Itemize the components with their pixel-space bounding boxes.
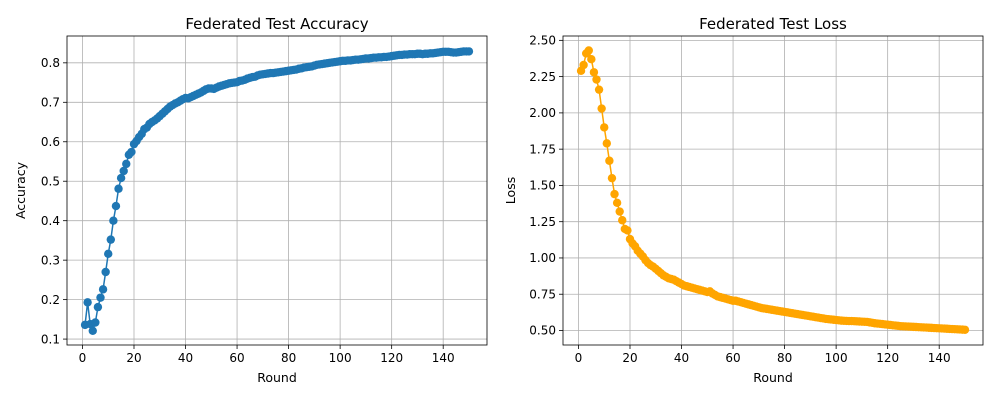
loss-x-tick-label: 20 [622, 351, 637, 365]
loss-data-point [605, 156, 614, 165]
loss-data-point [597, 104, 606, 113]
accuracy-plot-area [66, 35, 488, 346]
accuracy-data-point [106, 235, 116, 244]
loss-series-line [580, 49, 966, 331]
accuracy-data-point [114, 184, 123, 193]
accuracy-data-point [88, 326, 97, 335]
accuracy-data-point [119, 166, 128, 176]
accuracy-data-point [96, 293, 105, 302]
accuracy-data-point [83, 298, 92, 307]
loss-x-tick-label: 0 [575, 351, 583, 365]
loss-data-point [615, 207, 624, 216]
loss-y-tick-label: 2.50 [529, 34, 556, 48]
loss-chart: Federated Test Loss 0 20 40 60 80 100 120 140 0.… [503, 15, 984, 385]
accuracy-data-point [93, 302, 103, 312]
loss-ticks: 0 20 40 60 80 100 120 140 0.50 0.75 1.00 1.25 1.50 1.… [529, 34, 950, 365]
loss-y-tick-label: 0.75 [529, 287, 556, 301]
accuracy-y-tick-label: 0.6 [41, 135, 60, 149]
accuracy-x-axis-label: Round [257, 370, 297, 385]
loss-data-point [594, 85, 604, 94]
accuracy-y-tick-label: 0.1 [41, 332, 60, 346]
loss-x-axis-label: Round [753, 370, 793, 385]
loss-x-tick-label: 120 [876, 351, 899, 365]
accuracy-y-tick-label: 0.3 [41, 253, 60, 267]
loss-y-tick-label: 2.00 [529, 106, 556, 120]
loss-data-point [960, 325, 970, 334]
loss-x-tick-label: 100 [825, 351, 848, 365]
loss-y-tick-label: 2.25 [529, 70, 556, 84]
loss-y-axis-label: Loss [503, 177, 518, 204]
accuracy-x-tick-label: 40 [178, 351, 193, 365]
accuracy-data-point [104, 249, 113, 259]
accuracy-data-point [464, 47, 474, 56]
loss-series [576, 46, 970, 334]
loss-data-point [602, 139, 611, 148]
loss-data-point [612, 198, 622, 208]
loss-x-tick-label: 140 [928, 351, 951, 365]
accuracy-data-point [101, 267, 110, 277]
loss-data-point [618, 216, 627, 225]
accuracy-x-tick-label: 120 [380, 351, 403, 365]
loss-data-point [579, 60, 588, 70]
loss-x-tick-label: 80 [777, 351, 792, 365]
loss-data-point [589, 68, 599, 77]
accuracy-y-tick-label: 0.8 [41, 56, 60, 70]
accuracy-series [80, 47, 474, 335]
accuracy-data-point [127, 147, 136, 157]
loss-data-point [607, 173, 617, 183]
accuracy-y-tick-label: 0.7 [41, 95, 60, 109]
accuracy-y-axis-label: Accuracy [13, 161, 28, 219]
loss-data-point [623, 226, 632, 235]
loss-data-point [584, 46, 593, 55]
accuracy-x-tick-label: 80 [281, 351, 296, 365]
accuracy-data-point [116, 173, 126, 183]
accuracy-data-point [98, 285, 108, 294]
accuracy-chart: Federated Test Accuracy 0 20 40 60 80 100 120 1… [13, 15, 488, 385]
loss-gridlines [563, 36, 983, 345]
accuracy-data-point [109, 216, 118, 225]
loss-data-point [610, 189, 619, 199]
loss-data-point [587, 55, 596, 64]
loss-data-point [600, 123, 609, 132]
accuracy-x-tick-label: 60 [229, 351, 244, 365]
accuracy-data-point [111, 201, 121, 211]
accuracy-x-tick-label: 0 [79, 351, 87, 365]
accuracy-ticks: 0 20 40 60 80 100 120 140 0.1 0.2 0.3 0.4 0.5 0.6 0.7 0… [41, 56, 455, 365]
accuracy-x-tick-label: 100 [329, 351, 352, 365]
accuracy-y-tick-label: 0.4 [41, 214, 60, 228]
accuracy-x-tick-label: 20 [126, 351, 141, 365]
accuracy-chart-title: Federated Test Accuracy [185, 15, 368, 33]
loss-y-tick-label: 1.00 [529, 251, 556, 265]
loss-plot-area [562, 35, 984, 346]
accuracy-gridlines [67, 36, 487, 345]
loss-x-tick-label: 40 [674, 351, 689, 365]
accuracy-data-point [122, 159, 131, 169]
loss-y-tick-label: 1.75 [529, 142, 556, 156]
loss-chart-title: Federated Test Loss [699, 15, 847, 33]
loss-y-tick-label: 0.50 [529, 324, 556, 338]
accuracy-x-tick-label: 140 [432, 351, 455, 365]
accuracy-y-tick-label: 0.2 [41, 293, 60, 307]
loss-x-tick-label: 60 [725, 351, 740, 365]
accuracy-series-line [84, 50, 469, 334]
accuracy-data-point [91, 318, 100, 327]
loss-y-tick-label: 1.50 [529, 179, 556, 193]
loss-data-point [592, 75, 601, 84]
accuracy-y-tick-label: 0.5 [41, 174, 60, 188]
loss-y-tick-label: 1.25 [529, 215, 556, 229]
